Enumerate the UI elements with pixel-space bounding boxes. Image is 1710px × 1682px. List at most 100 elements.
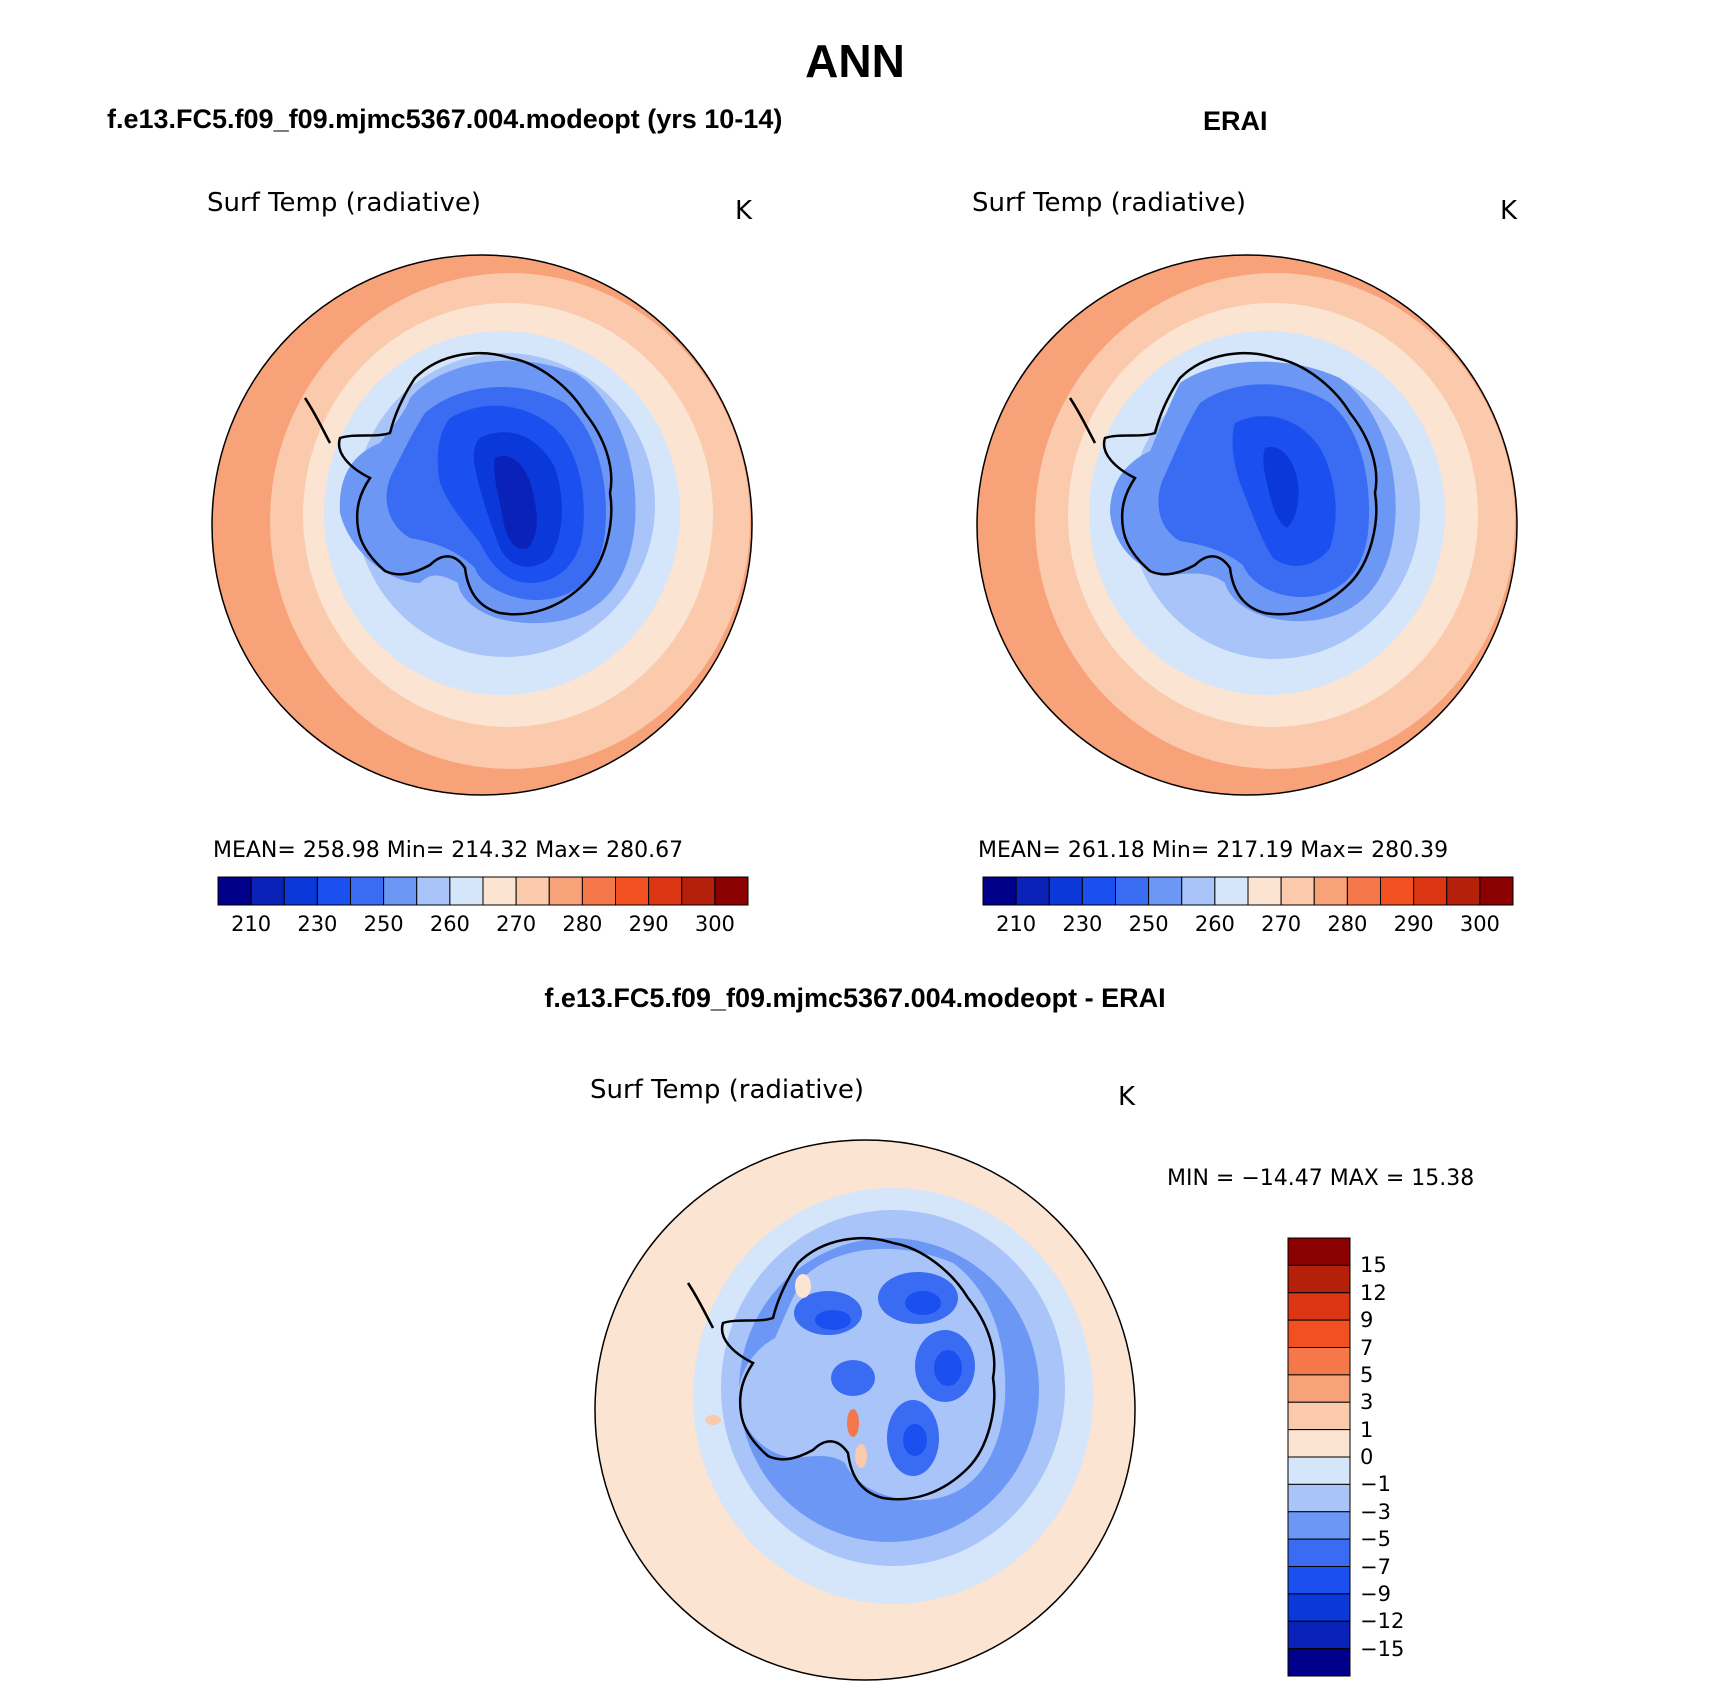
colorbar-tick-label: −3 bbox=[1360, 1499, 1391, 1524]
colorbar-swatch bbox=[416, 876, 451, 906]
colorbar-swatch bbox=[1413, 876, 1448, 906]
colorbar-tick-label: 0 bbox=[1360, 1445, 1374, 1469]
colorbar-swatch bbox=[1287, 1264, 1351, 1294]
colorbar-tick-label: 230 bbox=[1062, 912, 1103, 936]
colorbar-tick-label: −1 bbox=[1360, 1472, 1391, 1497]
colorbar-swatch bbox=[449, 876, 484, 906]
colorbar-swatch bbox=[1287, 1374, 1351, 1403]
panel1-colorbar-labels: 210 230 250 260 270 280 290 300 bbox=[218, 912, 748, 940]
colorbar-tick-label: 300 bbox=[1459, 912, 1500, 936]
panel3-variable-title: Surf Temp (radiative) bbox=[590, 1075, 865, 1105]
colorbar-swatch bbox=[283, 876, 318, 906]
panel1-colorbar bbox=[217, 876, 749, 906]
panel3-units: K bbox=[1118, 1082, 1136, 1112]
colorbar-tick-label: 250 bbox=[1128, 912, 1169, 936]
colorbar-tick-label: 270 bbox=[496, 912, 537, 936]
panel2-colorbar bbox=[982, 876, 1514, 906]
colorbar-swatch bbox=[1015, 876, 1050, 906]
colorbar-swatch bbox=[615, 876, 650, 906]
colorbar-tick-label: 290 bbox=[1393, 912, 1434, 936]
panel1-units: K bbox=[735, 196, 753, 226]
colorbar-swatch bbox=[1313, 876, 1348, 906]
colorbar-tick-label: 5 bbox=[1360, 1362, 1374, 1387]
panel2-polar-map bbox=[976, 254, 1518, 796]
colorbar-tick-label: −15 bbox=[1360, 1636, 1405, 1661]
colorbar-swatch bbox=[1287, 1401, 1351, 1431]
colorbar-swatch bbox=[1115, 876, 1150, 906]
colorbar-tick-label: −9 bbox=[1360, 1581, 1391, 1606]
panel3-colorbar-labels: 15 12 9 7 5 3 1 0 −1 −3 −5 −7 −9 −12 −15 bbox=[1360, 1238, 1480, 1678]
colorbar-swatch bbox=[1287, 1456, 1351, 1485]
colorbar-swatch bbox=[250, 876, 285, 906]
colorbar-swatch bbox=[1287, 1237, 1351, 1266]
colorbar-tick-label: 260 bbox=[1194, 912, 1235, 936]
colorbar-tick-label: 15 bbox=[1360, 1253, 1387, 1278]
colorbar-swatch bbox=[714, 876, 749, 906]
colorbar-swatch bbox=[1280, 876, 1315, 906]
colorbar-tick-label: 12 bbox=[1360, 1280, 1387, 1305]
colorbar-swatch bbox=[1048, 876, 1083, 906]
colorbar-swatch bbox=[1287, 1620, 1351, 1650]
colorbar-swatch bbox=[1287, 1483, 1351, 1513]
colorbar-swatch bbox=[1287, 1319, 1351, 1348]
colorbar-tick-label: 3 bbox=[1360, 1390, 1374, 1415]
colorbar-swatch bbox=[982, 876, 1017, 906]
colorbar-tick-label: 250 bbox=[363, 912, 404, 936]
colorbar-swatch bbox=[1446, 876, 1481, 906]
colorbar-swatch bbox=[1479, 876, 1514, 906]
colorbar-tick-label: 9 bbox=[1360, 1308, 1374, 1333]
colorbar-tick-label: 260 bbox=[429, 912, 470, 936]
colorbar-swatch bbox=[217, 876, 252, 906]
colorbar-swatch bbox=[1287, 1511, 1351, 1540]
colorbar-tick-label: −7 bbox=[1360, 1554, 1391, 1579]
colorbar-tick-label: 280 bbox=[1327, 912, 1368, 936]
colorbar-tick-label: 290 bbox=[628, 912, 669, 936]
colorbar-swatch bbox=[1287, 1593, 1351, 1622]
figure-title: ANN bbox=[805, 35, 905, 87]
colorbar-swatch bbox=[1148, 876, 1183, 906]
colorbar-tick-label: 210 bbox=[996, 912, 1037, 936]
colorbar-swatch bbox=[1214, 876, 1249, 906]
colorbar-tick-label: 230 bbox=[297, 912, 338, 936]
colorbar-tick-label: 7 bbox=[1360, 1335, 1374, 1360]
panel2-colorbar-labels: 210 230 250 260 270 280 290 300 bbox=[983, 912, 1513, 940]
colorbar-tick-label: −5 bbox=[1360, 1527, 1391, 1552]
colorbar-swatch bbox=[350, 876, 385, 906]
colorbar-swatch bbox=[1081, 876, 1116, 906]
panel3-colorbar bbox=[1287, 1237, 1351, 1677]
panel1-stats: MEAN= 258.98 Min= 214.32 Max= 280.67 bbox=[213, 838, 684, 863]
panel1-variable-title: Surf Temp (radiative) bbox=[207, 188, 482, 218]
colorbar-tick-label: 300 bbox=[694, 912, 735, 936]
colorbar-swatch bbox=[1287, 1648, 1351, 1677]
colorbar-swatch bbox=[1346, 876, 1381, 906]
colorbar-swatch bbox=[648, 876, 683, 906]
colorbar-tick-label: 210 bbox=[231, 912, 272, 936]
panel3-stats: MIN = −14.47 MAX = 15.38 bbox=[1167, 1166, 1475, 1191]
colorbar-swatch bbox=[1380, 876, 1415, 906]
colorbar-tick-label: 280 bbox=[562, 912, 603, 936]
colorbar-swatch bbox=[515, 876, 550, 906]
colorbar-swatch bbox=[1287, 1566, 1351, 1595]
colorbar-tick-label: 1 bbox=[1360, 1417, 1374, 1442]
panel2-stats: MEAN= 261.18 Min= 217.19 Max= 280.39 bbox=[978, 838, 1449, 863]
colorbar-swatch bbox=[1287, 1292, 1351, 1321]
panel2-variable-title: Surf Temp (radiative) bbox=[972, 188, 1247, 218]
colorbar-swatch bbox=[383, 876, 418, 906]
colorbar-swatch bbox=[1287, 1538, 1351, 1567]
colorbar-swatch bbox=[548, 876, 583, 906]
colorbar-swatch bbox=[1287, 1347, 1351, 1376]
model-case-title: f.e13.FC5.f09_f09.mjmc5367.004.modeopt (… bbox=[107, 104, 783, 134]
panel3-polar-map bbox=[594, 1139, 1136, 1681]
diff-case-title: f.e13.FC5.f09_f09.mjmc5367.004.modeopt -… bbox=[544, 983, 1166, 1013]
colorbar-tick-label: −12 bbox=[1360, 1609, 1405, 1634]
colorbar-swatch bbox=[681, 876, 716, 906]
colorbar-tick-label: 270 bbox=[1261, 912, 1302, 936]
colorbar-swatch bbox=[316, 876, 351, 906]
obs-case-title: ERAI bbox=[1203, 106, 1268, 136]
colorbar-swatch bbox=[581, 876, 616, 906]
colorbar-swatch bbox=[1247, 876, 1282, 906]
colorbar-swatch bbox=[1181, 876, 1216, 906]
panel2-units: K bbox=[1500, 196, 1518, 226]
colorbar-swatch bbox=[1287, 1429, 1351, 1458]
colorbar-swatch bbox=[482, 876, 517, 906]
